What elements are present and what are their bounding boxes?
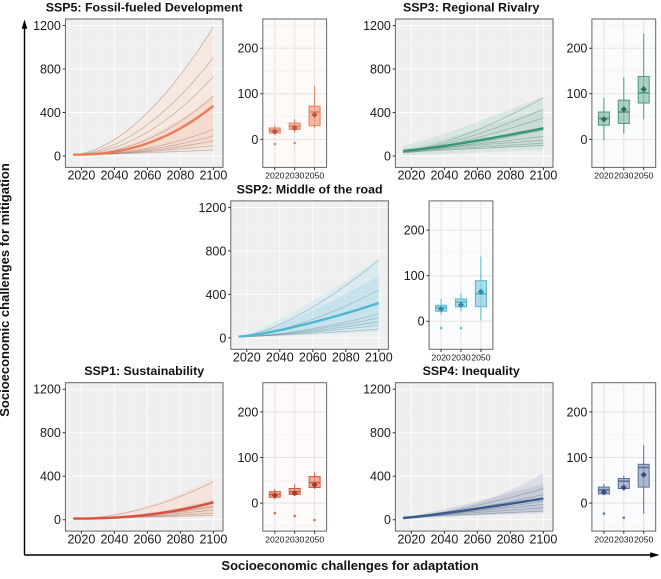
svg-text:2080: 2080	[332, 351, 360, 365]
svg-text:400: 400	[40, 470, 61, 484]
svg-text:2080: 2080	[496, 169, 524, 183]
svg-text:1200: 1200	[33, 383, 61, 397]
svg-text:2030: 2030	[285, 171, 304, 181]
svg-text:800: 800	[40, 426, 61, 440]
svg-text:200: 200	[237, 42, 258, 56]
svg-text:0: 0	[219, 331, 226, 345]
svg-text:2020: 2020	[67, 169, 95, 183]
svg-text:2020: 2020	[265, 171, 284, 181]
svg-text:2060: 2060	[463, 169, 491, 183]
svg-text:800: 800	[40, 62, 61, 76]
svg-text:2020: 2020	[594, 534, 613, 544]
svg-text:2040: 2040	[266, 351, 294, 365]
svg-text:2020: 2020	[233, 351, 261, 365]
svg-text:800: 800	[205, 244, 226, 258]
svg-text:400: 400	[370, 106, 391, 120]
svg-text:200: 200	[567, 42, 588, 56]
svg-text:2080: 2080	[496, 532, 524, 546]
svg-text:2020: 2020	[397, 169, 425, 183]
svg-text:0: 0	[580, 497, 587, 511]
svg-text:2080: 2080	[166, 169, 194, 183]
svg-text:2030: 2030	[285, 534, 304, 544]
svg-text:2020: 2020	[265, 534, 284, 544]
svg-text:2030: 2030	[614, 171, 633, 181]
svg-text:2020: 2020	[431, 353, 450, 363]
svg-text:1200: 1200	[363, 19, 391, 33]
svg-text:SSP2: Middle of the road: SSP2: Middle of the road	[237, 182, 383, 196]
svg-text:1200: 1200	[363, 383, 391, 397]
svg-text:2050: 2050	[634, 171, 653, 181]
svg-text:Socioeconomic challenges for a: Socioeconomic challenges for adaptation	[221, 558, 478, 573]
svg-text:0: 0	[54, 149, 61, 163]
svg-text:0: 0	[251, 497, 258, 511]
svg-text:400: 400	[40, 106, 61, 120]
svg-text:800: 800	[370, 62, 391, 76]
svg-text:1200: 1200	[33, 19, 61, 33]
svg-text:2040: 2040	[430, 169, 458, 183]
svg-text:2020: 2020	[67, 532, 95, 546]
svg-text:2050: 2050	[471, 353, 490, 363]
svg-text:0: 0	[418, 315, 425, 329]
svg-text:100: 100	[237, 451, 258, 465]
svg-text:2050: 2050	[305, 534, 324, 544]
svg-text:2100: 2100	[529, 169, 557, 183]
svg-text:SSP5: Fossil-fueled Developmen: SSP5: Fossil-fueled Development	[46, 0, 243, 14]
svg-text:2030: 2030	[451, 353, 470, 363]
svg-text:2020: 2020	[594, 171, 613, 181]
svg-text:2100: 2100	[365, 351, 393, 365]
svg-text:200: 200	[404, 224, 425, 238]
svg-text:2060: 2060	[133, 169, 161, 183]
svg-text:100: 100	[567, 451, 588, 465]
svg-text:0: 0	[251, 133, 258, 147]
svg-text:2060: 2060	[463, 532, 491, 546]
svg-text:2080: 2080	[166, 532, 194, 546]
svg-text:100: 100	[237, 87, 258, 101]
svg-text:0: 0	[580, 133, 587, 147]
svg-text:2100: 2100	[529, 532, 557, 546]
svg-text:2040: 2040	[100, 532, 128, 546]
svg-text:2050: 2050	[634, 534, 653, 544]
svg-text:1200: 1200	[198, 201, 226, 215]
svg-text:2040: 2040	[100, 169, 128, 183]
svg-text:2060: 2060	[133, 532, 161, 546]
svg-text:400: 400	[205, 288, 226, 302]
svg-text:100: 100	[404, 269, 425, 283]
svg-text:200: 200	[567, 405, 588, 419]
svg-text:400: 400	[370, 470, 391, 484]
svg-text:2100: 2100	[199, 169, 227, 183]
svg-text:100: 100	[567, 87, 588, 101]
svg-text:0: 0	[384, 513, 391, 527]
svg-text:SSP4: Inequality: SSP4: Inequality	[423, 364, 520, 378]
svg-text:200: 200	[237, 405, 258, 419]
svg-text:800: 800	[370, 426, 391, 440]
svg-text:2100: 2100	[199, 532, 227, 546]
svg-text:2020: 2020	[397, 532, 425, 546]
svg-text:Socioeconomic challenges for m: Socioeconomic challenges for mitigation	[0, 163, 12, 417]
svg-text:0: 0	[54, 513, 61, 527]
svg-text:2030: 2030	[614, 534, 633, 544]
svg-text:2060: 2060	[299, 351, 327, 365]
svg-text:SSP1: Sustainability: SSP1: Sustainability	[84, 364, 204, 378]
svg-text:2040: 2040	[430, 532, 458, 546]
svg-text:2050: 2050	[305, 171, 324, 181]
svg-text:SSP3: Regional Rivalry: SSP3: Regional Rivalry	[403, 0, 539, 14]
svg-text:0: 0	[384, 149, 391, 163]
